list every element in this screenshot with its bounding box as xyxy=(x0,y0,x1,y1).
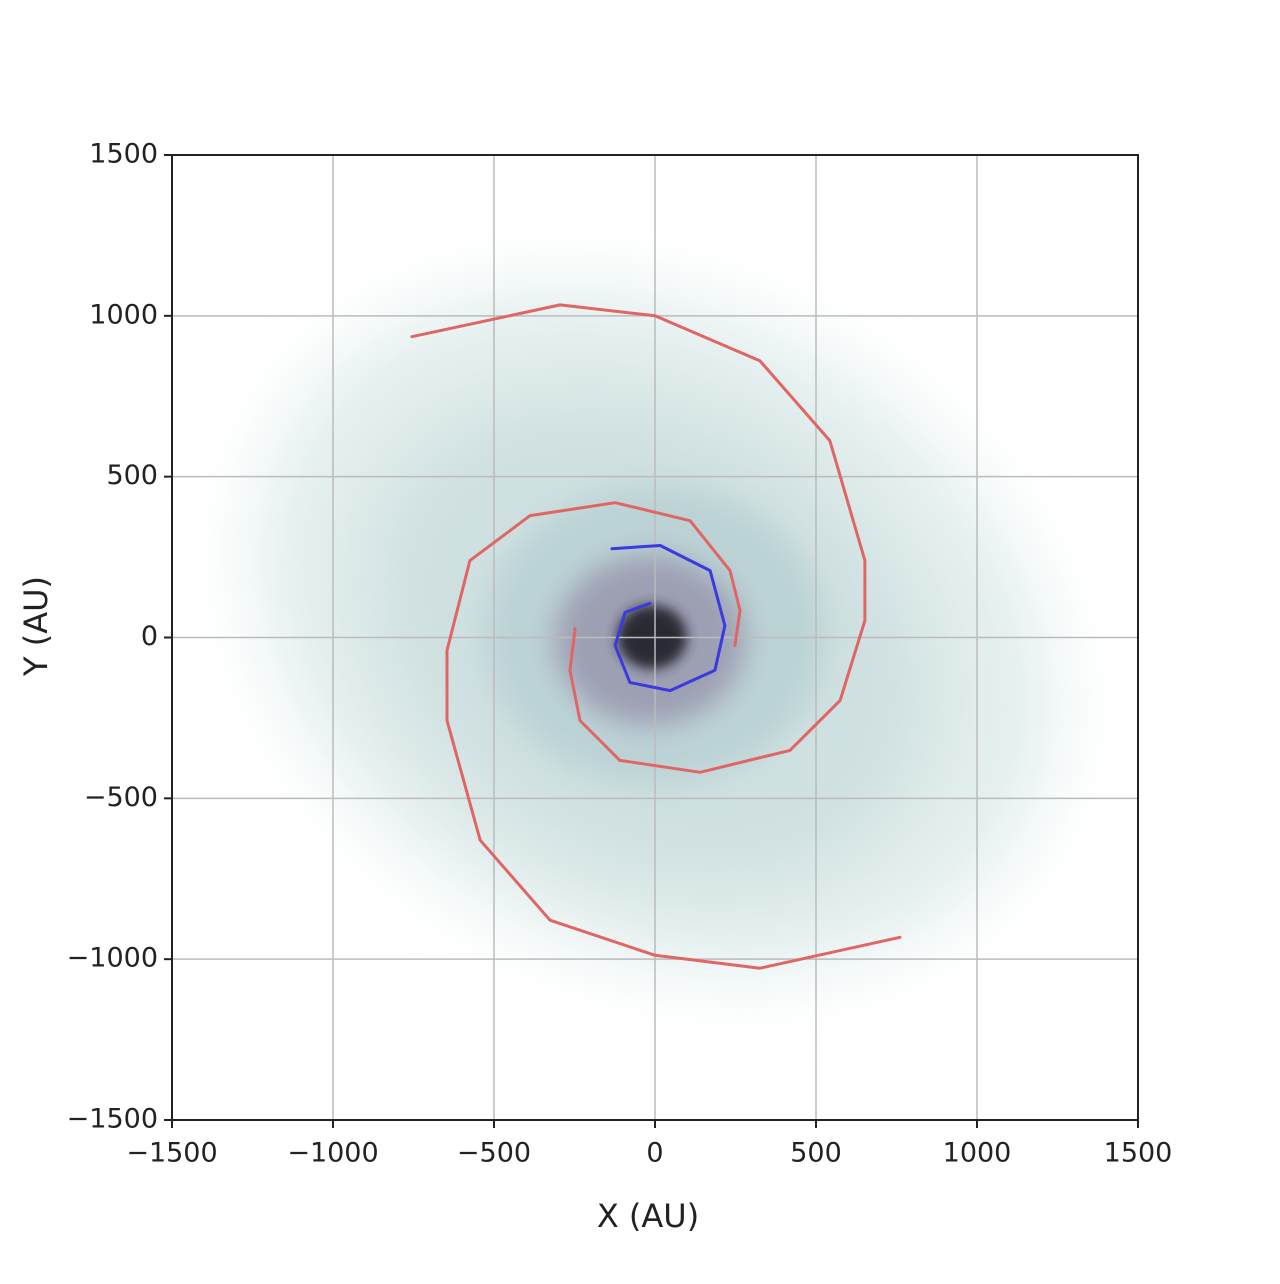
spiral-line xyxy=(410,303,867,774)
x-tick-label: 500 xyxy=(790,1138,842,1169)
ticks: −1500 −1000 −500 0 500 1000 1500 −1500 −1000 −500… xyxy=(67,139,1173,1169)
y-tick-label: 1500 xyxy=(89,139,158,170)
y-tick-label: −500 xyxy=(84,782,158,813)
y-axis-label: Y (AU) xyxy=(17,576,55,677)
y-tick-label: 0 xyxy=(141,621,158,652)
grid xyxy=(171,154,1139,1121)
x-tick-label: −1000 xyxy=(287,1138,378,1169)
spiral-line xyxy=(610,544,727,693)
x-tick-label: 1000 xyxy=(943,1138,1012,1169)
x-tick-label: −1500 xyxy=(126,1138,217,1169)
y-tick-label: 1000 xyxy=(89,299,158,330)
spiral-line xyxy=(445,501,902,970)
y-tick-label: −1000 xyxy=(67,943,158,974)
x-tick-label: 0 xyxy=(646,1138,663,1169)
x-axis-label: X (AU) xyxy=(597,1197,699,1235)
y-tick-label: −1500 xyxy=(67,1104,158,1135)
x-tick-label: −500 xyxy=(457,1138,531,1169)
lines xyxy=(410,303,902,970)
x-tick-label: 1500 xyxy=(1104,1138,1173,1169)
y-tick-label: 500 xyxy=(106,460,158,491)
